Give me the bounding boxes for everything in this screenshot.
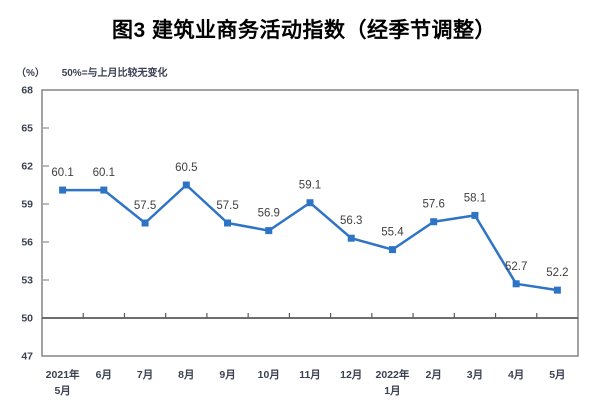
x-axis-label: 3月 bbox=[467, 369, 483, 381]
data-label: 60.5 bbox=[175, 162, 197, 174]
data-point-marker bbox=[182, 181, 190, 189]
data-label: 59.1 bbox=[299, 180, 321, 192]
y-axis-label: 59 bbox=[21, 199, 33, 211]
y-axis-label: 62 bbox=[21, 161, 33, 173]
x-axis-label: 1月 bbox=[384, 385, 400, 397]
chart-subtitle-row: （%） 50%=与上月比较无变化 bbox=[16, 64, 168, 79]
data-point-marker bbox=[430, 218, 438, 226]
x-axis-label: 10月 bbox=[258, 369, 280, 381]
plot-frame bbox=[41, 89, 579, 357]
x-axis-label: 2月 bbox=[426, 369, 442, 381]
data-label: 57.5 bbox=[216, 200, 238, 212]
x-axis-label: 7月 bbox=[137, 369, 153, 381]
data-label: 57.5 bbox=[134, 200, 156, 212]
y-axis-label: 47 bbox=[21, 351, 33, 363]
y-axis-label: 68 bbox=[21, 85, 33, 97]
data-label: 56.9 bbox=[258, 208, 280, 220]
x-axis-label: 9月 bbox=[219, 369, 235, 381]
x-axis-label: 8月 bbox=[178, 369, 194, 381]
data-label: 58.1 bbox=[464, 192, 486, 204]
data-point-marker bbox=[100, 186, 108, 194]
data-point-marker bbox=[388, 246, 396, 254]
data-point-marker bbox=[512, 280, 520, 288]
y-axis-label: 50 bbox=[21, 313, 33, 325]
data-point-marker bbox=[347, 234, 355, 242]
data-point-marker bbox=[471, 211, 479, 219]
data-point-marker bbox=[141, 219, 149, 227]
data-label: 52.2 bbox=[546, 267, 568, 279]
data-point-marker bbox=[224, 219, 232, 227]
x-axis-label: 4月 bbox=[508, 369, 524, 381]
data-label: 60.1 bbox=[93, 167, 115, 179]
data-point-marker bbox=[265, 227, 273, 235]
y-axis-label: 65 bbox=[21, 123, 33, 135]
reference-line-note: 50%=与上月比较无变化 bbox=[61, 68, 168, 79]
x-axis-label: 11月 bbox=[299, 369, 321, 381]
y-axis-unit-label: （%） bbox=[16, 68, 45, 79]
data-point-marker bbox=[59, 186, 67, 194]
data-label: 56.3 bbox=[340, 215, 362, 227]
x-axis-label: 5月 bbox=[54, 385, 70, 397]
data-label: 55.4 bbox=[381, 227, 404, 239]
x-axis-label: 2021年 bbox=[46, 368, 80, 381]
data-point-marker bbox=[553, 286, 561, 294]
data-point-marker bbox=[306, 199, 314, 207]
y-axis-label: 53 bbox=[21, 275, 33, 287]
data-label: 52.7 bbox=[505, 261, 527, 273]
y-axis-label: 56 bbox=[21, 237, 33, 249]
x-axis-label: 6月 bbox=[96, 369, 112, 381]
chart-title: 图3 建筑业商务活动指数（经季节调整） bbox=[111, 19, 496, 42]
x-axis-label: 12月 bbox=[340, 369, 362, 381]
x-axis-label: 5月 bbox=[549, 369, 565, 381]
data-label: 60.1 bbox=[51, 167, 73, 179]
data-label: 57.6 bbox=[422, 199, 444, 211]
x-axis-label: 2022年 bbox=[376, 368, 410, 381]
